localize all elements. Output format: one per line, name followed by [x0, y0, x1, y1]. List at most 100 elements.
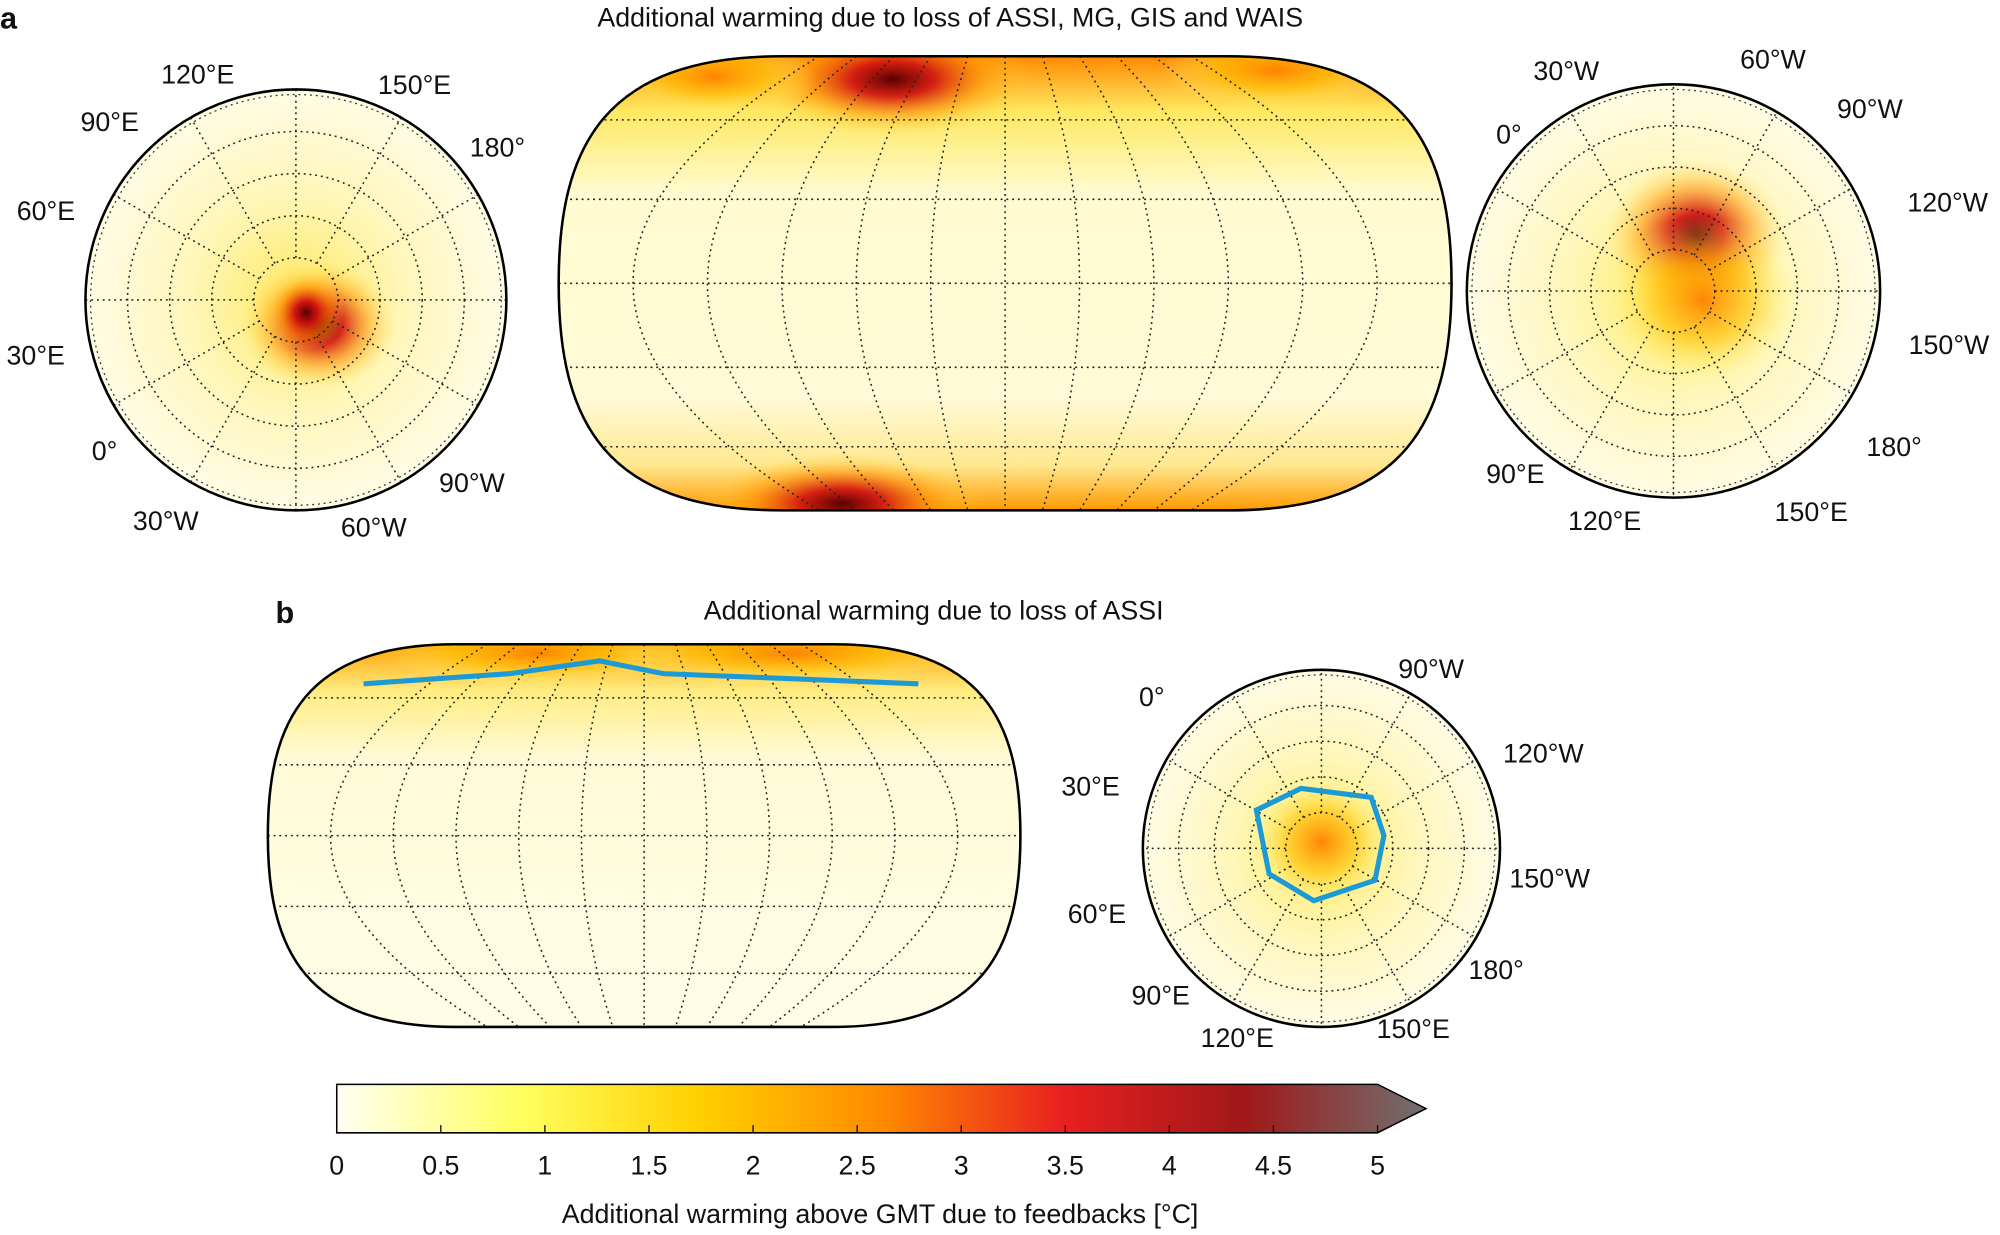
- longitude-label: 180°: [1866, 432, 1921, 462]
- parallel: [1507, 124, 1840, 458]
- meridian: [1494, 186, 1639, 271]
- map-outline: [84, 88, 508, 512]
- longitude-label: 90°E: [1132, 981, 1190, 1011]
- longitude-label: 30°W: [133, 506, 199, 536]
- meridian: [1708, 186, 1853, 271]
- longitude-label: 150°W: [1509, 863, 1590, 893]
- longitude-label: 0°: [92, 436, 118, 466]
- longitude-label: 120°W: [1503, 738, 1584, 768]
- meridian: [1166, 865, 1291, 939]
- tick-label: 3: [954, 1150, 969, 1180]
- warming-hotspot: [701, 452, 983, 511]
- map-outline: [557, 55, 1453, 512]
- tick-label: 1: [537, 1150, 552, 1180]
- warming-hotspot: [267, 274, 345, 351]
- meridian: [1708, 310, 1853, 395]
- meridian: [1338, 878, 1412, 1004]
- meridian: [706, 56, 857, 511]
- map-outline: [1465, 83, 1882, 499]
- longitude-label: 90°E: [1486, 459, 1544, 489]
- longitude-label: 90°W: [1837, 94, 1903, 124]
- meridian: [580, 644, 614, 1027]
- longitude-label: 120°E: [161, 60, 234, 90]
- longitude-label: 150°E: [1377, 1014, 1450, 1044]
- meridian: [392, 644, 520, 1027]
- parallel: [1548, 166, 1799, 416]
- meridian: [1078, 56, 1155, 511]
- warming-hotspot: [1607, 216, 1799, 383]
- meridian: [855, 56, 932, 511]
- robinson-map: [558, 56, 1452, 511]
- panel-title: Additional warming due to loss of ASSI, …: [597, 2, 1303, 32]
- meridian: [1190, 56, 1378, 511]
- longitude-label: 120°E: [1568, 506, 1641, 536]
- meridian: [1231, 878, 1305, 1004]
- polar-map: [1142, 669, 1500, 1027]
- tick-label: 0: [329, 1150, 344, 1180]
- longitude-label: 60°E: [17, 196, 75, 226]
- longitude-label: 60°W: [341, 513, 407, 543]
- tick-label: 2: [746, 1150, 761, 1180]
- warming-hotspot: [612, 644, 970, 686]
- longitude-label: 30°W: [1533, 56, 1599, 86]
- meridian: [1494, 310, 1639, 395]
- meridian: [781, 56, 895, 511]
- map-outline: [1141, 668, 1502, 1029]
- meridian: [1116, 56, 1230, 511]
- panel-label: a: [0, 2, 18, 36]
- meridian: [1153, 56, 1304, 511]
- longitude-label: 150°E: [1775, 497, 1848, 527]
- tick-label: 4: [1162, 1150, 1177, 1180]
- meridian: [674, 644, 708, 1027]
- warming-hotspot: [612, 56, 817, 115]
- longitude-label: 150°E: [378, 70, 451, 100]
- longitude-label: 150°W: [1909, 330, 1990, 360]
- meridian: [929, 56, 969, 511]
- meridian: [800, 644, 959, 1027]
- longitude-label: 120°W: [1907, 187, 1988, 217]
- longitude-label: 0°: [1139, 682, 1165, 712]
- meridian: [455, 644, 551, 1027]
- warming-hotspot: [1251, 778, 1392, 906]
- longitude-label: 30°E: [1061, 771, 1119, 801]
- longitude-label: 90°E: [81, 107, 139, 137]
- map-edge: [1471, 88, 1876, 494]
- meridian: [1041, 56, 1081, 511]
- robinson-map: [267, 644, 1021, 1027]
- meridian: [330, 644, 488, 1027]
- parallel: [1177, 704, 1466, 992]
- meridian: [769, 644, 896, 1027]
- map-outline: [266, 643, 1022, 1029]
- meridian: [737, 644, 833, 1027]
- longitude-label: 90°W: [439, 468, 505, 498]
- longitude-label: 0°: [1496, 120, 1522, 150]
- tick-label: 5: [1370, 1150, 1385, 1180]
- colorbar: [335, 1083, 1428, 1134]
- meridian: [1693, 326, 1778, 471]
- meridian: [518, 644, 583, 1027]
- tick-label: 3.5: [1047, 1150, 1084, 1180]
- polar-map: [85, 89, 507, 511]
- panel-title: Additional warming due to loss of ASSI: [704, 595, 1164, 625]
- meridian: [1351, 758, 1477, 832]
- longitude-label: 90°W: [1398, 654, 1464, 684]
- map-background: [558, 56, 1452, 511]
- meridian: [1166, 758, 1291, 832]
- longitude-label: 60°W: [1740, 44, 1806, 74]
- warming-hotspot: [1160, 56, 1391, 109]
- tick-label: 1.5: [630, 1150, 667, 1180]
- longitude-label: 180°: [470, 132, 525, 162]
- meridian: [706, 644, 771, 1027]
- meridian: [1693, 111, 1778, 256]
- meridian: [1569, 111, 1654, 256]
- longitude-label: 120°E: [1201, 1023, 1274, 1053]
- longitude-label: 60°E: [1068, 899, 1126, 929]
- parallel: [1213, 740, 1430, 957]
- warming-hotspot: [752, 56, 1034, 137]
- meridian: [632, 56, 820, 511]
- polar-map: [1466, 84, 1881, 498]
- panel-label: b: [276, 596, 295, 630]
- meridian: [1231, 693, 1305, 818]
- longitude-label: 30°E: [7, 340, 65, 370]
